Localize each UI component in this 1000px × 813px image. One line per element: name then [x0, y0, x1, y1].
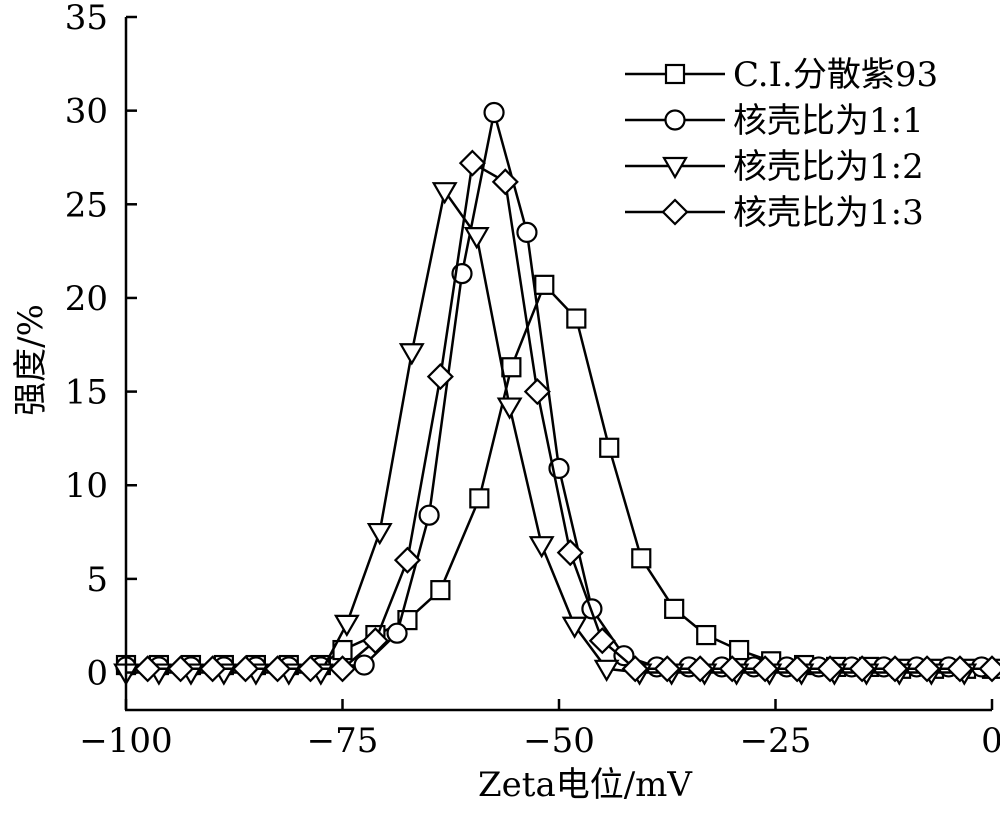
y-tick-label: 30	[65, 92, 108, 132]
data-point	[366, 522, 393, 546]
legend-item: 核壳比为1:1	[625, 101, 924, 141]
series-line	[147, 161, 992, 671]
data-point	[729, 639, 750, 661]
ticks-layer: −100 −75 −50 −25 0 0 5 10 15 20 25 30 35	[65, 0, 1000, 761]
data-point	[134, 655, 162, 683]
data-point	[528, 536, 555, 559]
y-tick-label: 5	[86, 560, 108, 600]
legend: C.I.分散紫93 核壳比为1:1 核壳比为1:2 核壳比为1:3	[625, 55, 938, 233]
data-point	[534, 274, 555, 295]
x-axis-title: Zeta电位/mV	[478, 765, 693, 805]
data-point	[686, 655, 714, 683]
data-point	[653, 655, 681, 683]
data-point	[361, 627, 389, 655]
legend-label: 核壳比为1:1	[733, 101, 924, 141]
series-layer	[113, 101, 1000, 686]
data-point	[946, 655, 974, 683]
data-point	[296, 655, 325, 683]
data-point	[783, 655, 811, 683]
data-point	[386, 622, 408, 644]
data-point	[566, 308, 587, 329]
data-point	[588, 627, 616, 655]
y-tick-label: 25	[65, 185, 108, 225]
data-point	[881, 655, 909, 683]
series-4	[134, 149, 1000, 683]
y-tick-label: 0	[86, 654, 108, 694]
legend-marker	[664, 63, 686, 85]
x-tick-label: −25	[740, 721, 812, 761]
data-point	[523, 378, 551, 406]
data-point	[613, 645, 635, 667]
x-tick-label: −75	[307, 721, 379, 761]
plot-area: −100 −75 −50 −25 0 0 5 10 15 20 25 30 35	[65, 0, 1000, 761]
series-2	[115, 101, 993, 678]
legend-label: C.I.分散紫93	[733, 55, 938, 95]
data-point	[664, 598, 685, 619]
data-point	[353, 654, 375, 676]
x-tick-label: −100	[79, 721, 172, 761]
data-point	[556, 539, 584, 567]
data-point	[426, 363, 454, 391]
y-tick-label: 35	[65, 0, 108, 38]
legend-item: 核壳比为1:2	[625, 147, 924, 187]
data-point	[491, 168, 519, 196]
data-point	[696, 624, 717, 646]
data-point	[458, 149, 486, 177]
data-point	[431, 182, 458, 205]
data-point	[333, 614, 360, 638]
data-point	[231, 655, 260, 683]
data-point	[593, 659, 620, 682]
data-point	[430, 580, 451, 601]
legend-marker	[661, 198, 689, 226]
legend-label: 核壳比为1:3	[733, 193, 924, 233]
data-point	[398, 343, 425, 366]
legend-item: C.I.分散紫93	[625, 55, 938, 95]
data-point	[483, 101, 505, 124]
data-point	[469, 488, 490, 509]
data-point	[751, 655, 779, 683]
data-point	[263, 655, 292, 683]
data-point	[631, 548, 652, 569]
data-point	[816, 655, 844, 683]
data-point	[718, 655, 746, 683]
y-axis-title: 强度/%	[11, 304, 51, 416]
data-point	[463, 227, 490, 250]
data-point	[167, 655, 195, 683]
x-tick-label: 0	[981, 721, 1000, 761]
data-point	[328, 655, 357, 683]
data-point	[516, 221, 538, 243]
data-point	[913, 655, 941, 683]
data-point	[418, 504, 440, 526]
y-tick-label: 15	[65, 373, 108, 413]
data-point	[496, 397, 523, 420]
legend-item: 核壳比为1:3	[625, 193, 924, 233]
data-point	[978, 655, 1000, 683]
y-tick-label: 20	[65, 279, 108, 319]
data-point	[199, 655, 227, 683]
data-point	[848, 655, 876, 683]
legend-label: 核壳比为1:2	[733, 147, 924, 187]
data-point	[393, 546, 422, 574]
data-point	[561, 616, 588, 639]
legend-marker	[662, 156, 688, 180]
data-point	[599, 437, 620, 458]
data-point	[621, 655, 649, 683]
legend-marker	[664, 109, 686, 131]
x-tick-label: −50	[523, 721, 595, 761]
data-point	[501, 357, 522, 378]
y-tick-label: 10	[65, 466, 108, 506]
